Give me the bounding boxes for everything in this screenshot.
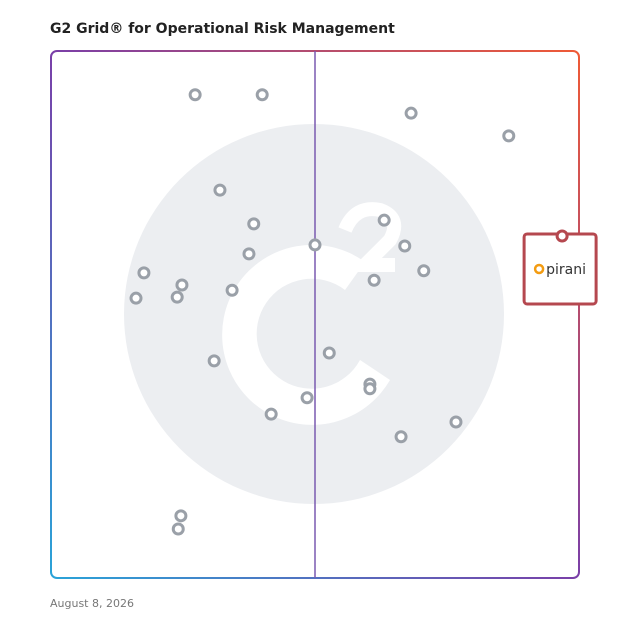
chart-title: G2 Grid® for Operational Risk Management bbox=[50, 21, 395, 37]
point bbox=[394, 430, 408, 444]
point bbox=[417, 264, 431, 278]
point bbox=[449, 415, 463, 429]
point bbox=[171, 522, 185, 536]
point bbox=[363, 382, 377, 396]
point bbox=[225, 283, 239, 297]
point bbox=[502, 129, 516, 143]
point bbox=[207, 354, 221, 368]
logo-dot bbox=[533, 263, 545, 275]
point bbox=[213, 183, 227, 197]
legend-label: pirani bbox=[546, 262, 586, 278]
date: August 8, 2026 bbox=[50, 597, 134, 610]
point bbox=[322, 346, 336, 360]
point bbox=[308, 238, 322, 252]
point bbox=[264, 407, 278, 421]
point bbox=[398, 239, 412, 253]
point bbox=[377, 213, 391, 227]
point bbox=[555, 229, 569, 243]
point bbox=[175, 278, 189, 292]
point bbox=[367, 273, 381, 287]
point bbox=[129, 291, 143, 305]
point bbox=[174, 509, 188, 523]
point bbox=[170, 290, 184, 304]
point bbox=[255, 88, 269, 102]
point bbox=[188, 88, 202, 102]
point bbox=[137, 266, 151, 280]
point bbox=[404, 106, 418, 120]
point bbox=[247, 217, 261, 231]
point bbox=[300, 391, 314, 405]
point bbox=[242, 247, 256, 261]
